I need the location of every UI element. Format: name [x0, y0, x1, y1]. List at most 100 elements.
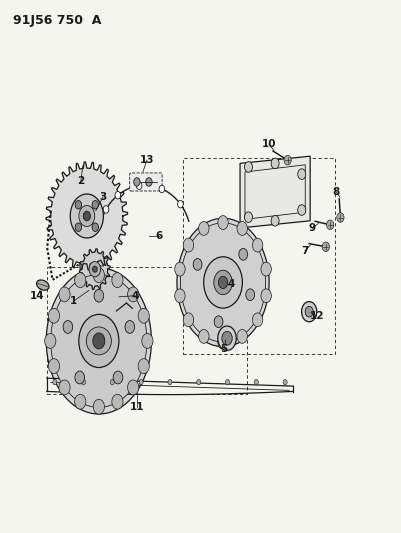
Circle shape [48, 308, 59, 323]
Circle shape [70, 194, 103, 238]
Circle shape [113, 371, 122, 384]
Circle shape [177, 200, 183, 208]
Circle shape [103, 206, 109, 213]
Circle shape [238, 248, 247, 260]
Circle shape [174, 262, 185, 276]
Circle shape [92, 200, 98, 209]
Circle shape [297, 205, 305, 215]
Circle shape [196, 379, 200, 385]
Circle shape [270, 215, 278, 226]
Ellipse shape [36, 280, 49, 290]
Circle shape [93, 399, 104, 414]
Circle shape [75, 223, 81, 231]
Circle shape [115, 191, 120, 199]
Ellipse shape [180, 223, 265, 342]
Circle shape [75, 200, 81, 209]
Circle shape [245, 289, 254, 301]
Text: 4: 4 [131, 290, 138, 301]
Circle shape [89, 262, 100, 277]
Circle shape [336, 213, 343, 222]
Text: 10: 10 [261, 139, 275, 149]
Circle shape [260, 289, 271, 303]
Circle shape [304, 306, 312, 317]
Circle shape [59, 287, 70, 302]
Circle shape [138, 308, 149, 323]
Circle shape [213, 270, 232, 295]
Circle shape [198, 329, 209, 343]
Circle shape [221, 332, 232, 345]
Text: 2: 2 [77, 176, 84, 187]
Circle shape [63, 320, 73, 333]
Circle shape [282, 379, 286, 385]
Text: 4: 4 [227, 279, 234, 288]
Circle shape [83, 211, 90, 221]
Circle shape [93, 268, 104, 282]
Ellipse shape [176, 218, 268, 346]
Circle shape [183, 238, 193, 252]
Circle shape [110, 379, 114, 385]
Circle shape [260, 262, 271, 276]
Circle shape [75, 273, 86, 288]
Ellipse shape [51, 274, 146, 407]
Circle shape [92, 266, 97, 272]
Circle shape [145, 177, 152, 186]
Circle shape [174, 289, 185, 303]
Text: 1: 1 [70, 296, 77, 306]
Circle shape [217, 216, 228, 229]
Circle shape [79, 314, 119, 368]
Circle shape [322, 242, 328, 252]
Circle shape [79, 205, 95, 227]
Circle shape [225, 379, 229, 385]
Circle shape [138, 359, 149, 374]
Ellipse shape [46, 268, 151, 414]
Circle shape [159, 185, 164, 192]
Circle shape [301, 302, 316, 322]
Circle shape [92, 223, 98, 231]
Circle shape [134, 177, 140, 186]
Circle shape [237, 222, 247, 236]
Circle shape [284, 155, 290, 165]
Text: 3: 3 [99, 192, 106, 203]
Circle shape [198, 222, 209, 236]
Circle shape [75, 371, 84, 384]
Circle shape [218, 276, 227, 288]
Text: 5: 5 [220, 344, 227, 354]
Text: 13: 13 [139, 155, 154, 165]
Text: 91J56 750  A: 91J56 750 A [13, 14, 101, 27]
Polygon shape [239, 156, 310, 228]
Circle shape [183, 313, 193, 327]
Circle shape [53, 379, 57, 385]
Circle shape [254, 379, 258, 385]
Circle shape [127, 287, 138, 302]
Circle shape [94, 289, 103, 302]
Circle shape [252, 238, 262, 252]
Text: 6: 6 [155, 231, 162, 241]
Circle shape [48, 359, 59, 374]
Text: 7: 7 [301, 246, 308, 255]
Circle shape [111, 273, 123, 288]
Circle shape [136, 182, 142, 189]
Circle shape [111, 394, 123, 409]
Circle shape [127, 380, 138, 395]
Circle shape [81, 379, 85, 385]
Polygon shape [79, 249, 110, 289]
Circle shape [203, 257, 242, 308]
Circle shape [193, 259, 201, 270]
Circle shape [252, 313, 262, 327]
Circle shape [93, 333, 105, 349]
Circle shape [244, 212, 252, 222]
Circle shape [237, 329, 247, 343]
Circle shape [270, 158, 278, 168]
Text: 12: 12 [309, 311, 323, 321]
Circle shape [217, 335, 228, 349]
Text: 8: 8 [332, 187, 339, 197]
Circle shape [168, 379, 172, 385]
Circle shape [326, 220, 333, 230]
Circle shape [139, 379, 143, 385]
Circle shape [217, 326, 236, 351]
FancyBboxPatch shape [130, 173, 162, 191]
Ellipse shape [86, 327, 111, 355]
Circle shape [75, 394, 86, 409]
Circle shape [297, 169, 305, 180]
Text: 9: 9 [308, 223, 315, 233]
